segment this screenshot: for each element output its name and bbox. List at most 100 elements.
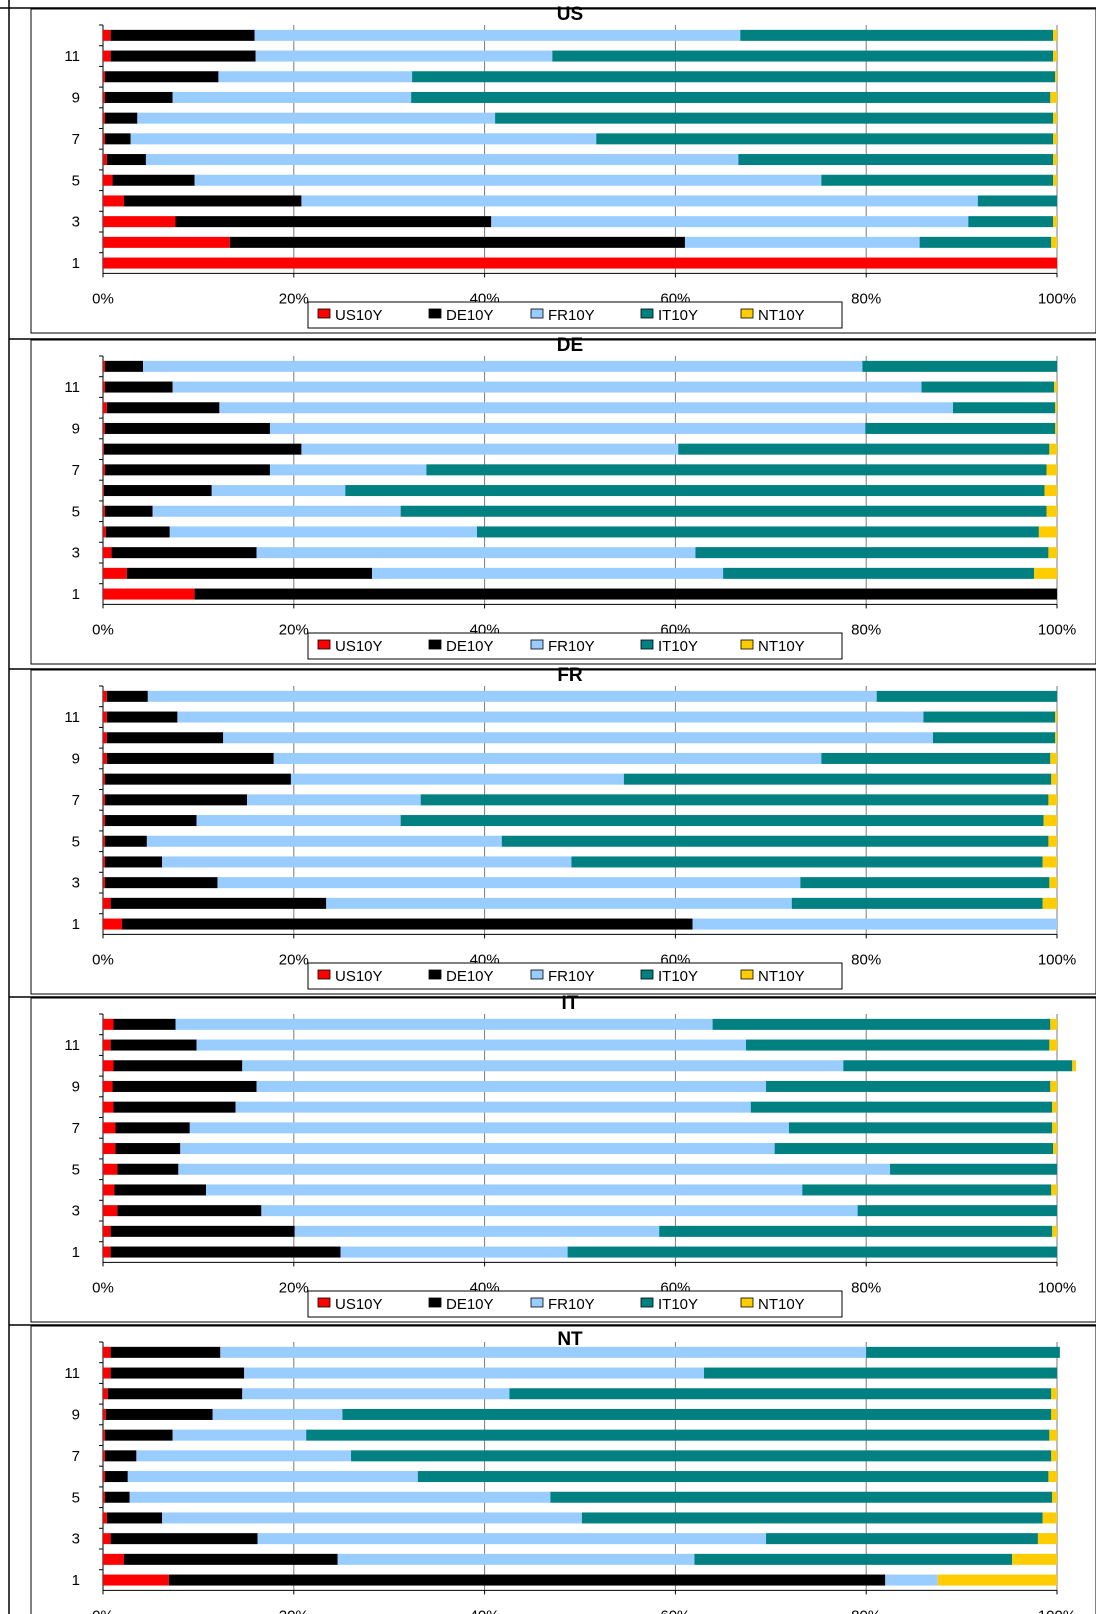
bar-segment-nt10y-5 — [1052, 1491, 1057, 1503]
bar-segment-de10y-1 — [122, 918, 693, 930]
legend-label-de10y: DE10Y — [446, 1296, 494, 1313]
bar-segment-de10y-10 — [106, 402, 220, 414]
bar-segment-fr10y-12 — [220, 1346, 867, 1358]
bar-segment-fr10y-1 — [692, 918, 1057, 930]
bar-segment-us10y-2 — [103, 567, 127, 579]
bar-segment-fr10y-6 — [145, 154, 739, 166]
bar-segment-it10y-1 — [567, 1246, 1057, 1258]
bar-segment-us10y-2 — [103, 1225, 111, 1237]
bar-segment-nt10y-8 — [1051, 773, 1057, 785]
y-tick-label: 9 — [72, 1406, 80, 1423]
y-tick-label: 3 — [72, 214, 80, 231]
legend-swatch-us10y — [317, 969, 331, 980]
bar-segment-de10y-5 — [112, 174, 195, 186]
legend-swatch-us10y — [317, 639, 331, 650]
bar-segment-us10y-4 — [103, 1184, 115, 1196]
bar-segment-fr10y-7 — [130, 133, 597, 145]
bar-segment-de10y-4 — [105, 526, 170, 538]
x-tick-label: 0% — [92, 1607, 114, 1614]
chart-title: NT — [557, 1329, 583, 1350]
bar-segment-fr10y-2 — [294, 1225, 660, 1237]
legend-swatch-de10y — [428, 639, 442, 650]
bar-segment-us10y-3 — [103, 1205, 118, 1217]
bar-segment-it10y-2 — [659, 1225, 1053, 1237]
x-tick-label: 100% — [1038, 290, 1076, 307]
bar-segment-it10y-10 — [412, 71, 1056, 83]
bar-segment-de10y-12 — [113, 1018, 176, 1030]
bar-segment-it10y-9 — [865, 422, 1056, 434]
legend-label-nt10y: NT10Y — [758, 1296, 805, 1313]
bar-segment-de10y-8 — [113, 1101, 236, 1113]
bar-segment-de10y-9 — [106, 752, 274, 764]
bar-segment-us10y-11 — [103, 50, 111, 62]
bar-segment-de10y-3 — [110, 1533, 258, 1545]
y-tick-label: 7 — [72, 792, 80, 809]
bar-segment-it10y-12 — [876, 690, 1057, 702]
bar-segment-it10y-3 — [766, 1533, 1038, 1545]
bar-segment-us10y-10 — [103, 1060, 114, 1072]
bar-segment-us10y-8 — [103, 112, 105, 124]
x-tick-label: 20% — [279, 621, 309, 638]
y-tick-label: 3 — [72, 875, 80, 892]
bar-segment-us10y-1 — [103, 918, 123, 930]
bar-segment-it10y-6 — [345, 485, 1045, 497]
bar-segment-us10y-4 — [103, 195, 124, 207]
bar-segment-nt10y-10 — [1055, 732, 1057, 744]
bar-segment-it10y-5 — [550, 1491, 1053, 1503]
x-tick-label: 0% — [92, 951, 114, 968]
bar-segment-de10y-11 — [104, 381, 173, 393]
bar-segment-us10y-12 — [103, 1018, 114, 1030]
bar-segment-it10y-2 — [919, 236, 1052, 248]
bar-segment-de10y-9 — [105, 1408, 213, 1420]
bar-segment-it10y-4 — [802, 1184, 1052, 1196]
y-tick-label: 1 — [72, 1572, 80, 1589]
bar-segment-de10y-10 — [104, 71, 219, 83]
legend-swatch-it10y — [640, 1297, 654, 1308]
bar-segment-nt10y-12 — [1053, 29, 1057, 41]
legend-label-fr10y: FR10Y — [548, 1296, 595, 1313]
bar-segment-fr10y-2 — [684, 236, 920, 248]
bar-segment-it10y-7 — [426, 464, 1047, 476]
bar-segment-nt10y-9 — [1050, 1080, 1057, 1092]
bar-segment-fr10y-9 — [269, 422, 866, 434]
legend-label-it10y: IT10Y — [658, 1296, 698, 1313]
legend-swatch-fr10y — [530, 969, 544, 980]
bar-segment-fr10y-9 — [273, 752, 822, 764]
legend-label-de10y: DE10Y — [446, 307, 494, 324]
bar-segment-nt10y-10 — [1051, 1388, 1057, 1400]
bar-segment-de10y-9 — [104, 91, 173, 103]
legend: US10Y DE10Y FR10Y IT10Y NT10Y — [307, 1290, 843, 1318]
bar-segment-us10y-9 — [103, 422, 105, 434]
bar-segment-fr10y-5 — [146, 835, 502, 847]
bar-segment-it10y-2 — [791, 897, 1043, 909]
bar-segment-it10y-12 — [740, 29, 1054, 41]
y-tick-label: 3 — [72, 1203, 80, 1220]
bar-segment-it10y-4 — [476, 526, 1039, 538]
legend-swatch-de10y — [428, 308, 442, 319]
chart-title: US — [557, 4, 583, 25]
legend-label-us10y: US10Y — [335, 638, 383, 655]
bar-segment-us10y-11 — [103, 1367, 111, 1379]
x-tick-label: 0% — [92, 1279, 114, 1296]
y-tick-label: 11 — [64, 709, 80, 726]
bar-segment-us10y-3 — [103, 877, 105, 889]
bar-segment-fr10y-8 — [137, 112, 496, 124]
bar-segment-it10y-12 — [866, 1346, 1060, 1358]
bar-segment-it10y-4 — [581, 1512, 1043, 1524]
bar-segment-us10y-7 — [103, 794, 105, 806]
bar-segment-nt10y-9 — [1050, 91, 1057, 103]
bar-segment-it10y-8 — [750, 1101, 1053, 1113]
bar-segment-it10y-3 — [968, 216, 1054, 228]
y-tick-label: 1 — [72, 916, 80, 933]
bar-segment-us10y-9 — [103, 1408, 106, 1420]
x-tick-label: 80% — [851, 621, 881, 638]
bar-segment-nt10y-1 — [937, 1574, 1057, 1586]
legend-swatch-fr10y — [530, 1297, 544, 1308]
chart-frame — [30, 669, 1096, 995]
x-tick-label: 40% — [470, 1607, 500, 1614]
bar-segment-nt10y-7 — [1046, 464, 1057, 476]
x-tick-label: 100% — [1038, 1279, 1076, 1296]
bar-segment-fr10y-10 — [223, 732, 933, 744]
